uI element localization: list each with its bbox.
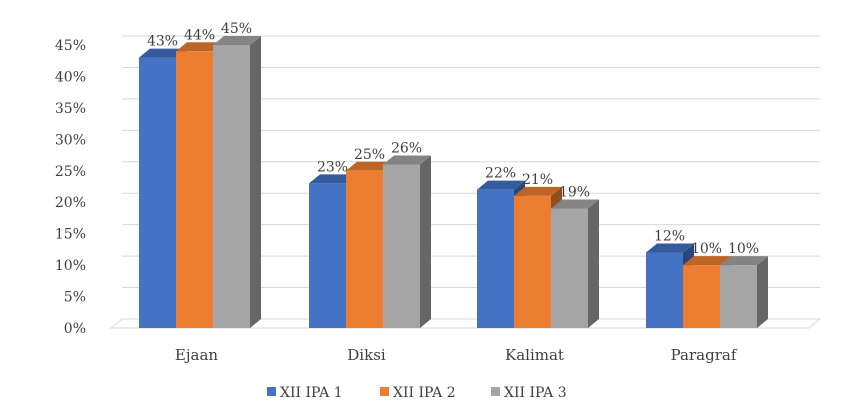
y-axis: 0% 5% 10% 15% 20% 25% 30% 35% 40% 45% bbox=[55, 38, 86, 337]
data-label: 10% bbox=[691, 241, 722, 257]
y-tick-label: 5% bbox=[64, 290, 86, 306]
legend-label: XII IPA 1 bbox=[280, 385, 343, 401]
y-tick-label: 45% bbox=[55, 38, 86, 54]
data-label: 43% bbox=[147, 34, 178, 50]
data-label: 10% bbox=[728, 241, 759, 257]
legend-label: XII IPA 2 bbox=[393, 385, 456, 401]
data-labels: 43% 44% 45% 23% 25% 26% 22% 21% 19% 12% 10% 10% bbox=[147, 21, 759, 257]
data-label: 12% bbox=[654, 229, 685, 245]
data-label: 44% bbox=[184, 27, 215, 43]
y-tick-label: 25% bbox=[55, 164, 86, 180]
y-tick-label: 40% bbox=[55, 69, 86, 85]
bars bbox=[139, 36, 768, 329]
legend-item: XII IPA 3 bbox=[491, 385, 567, 401]
data-label: 45% bbox=[221, 21, 252, 37]
y-tick-label: 10% bbox=[55, 258, 86, 274]
legend-swatch bbox=[491, 387, 500, 396]
x-category-label: Paragraf bbox=[671, 346, 738, 364]
x-category-label: Diksi bbox=[347, 346, 386, 364]
y-tick-label: 20% bbox=[55, 195, 86, 211]
bar bbox=[720, 256, 768, 328]
data-label: 25% bbox=[354, 147, 385, 163]
legend-item: XII IPA 2 bbox=[380, 385, 456, 401]
bar bbox=[383, 155, 431, 328]
data-label: 26% bbox=[391, 140, 422, 156]
bar bbox=[551, 199, 599, 328]
y-tick-label: 15% bbox=[55, 227, 86, 243]
y-tick-label: 35% bbox=[55, 101, 86, 117]
x-category-label: Ejaan bbox=[175, 346, 218, 364]
y-tick-label: 30% bbox=[55, 132, 86, 148]
x-category-label: Kalimat bbox=[505, 346, 564, 364]
x-axis: Ejaan Diksi Kalimat Paragraf bbox=[175, 346, 738, 364]
bar bbox=[213, 36, 261, 328]
data-label: 21% bbox=[522, 172, 553, 188]
y-tick-label: 0% bbox=[64, 321, 86, 337]
bar bbox=[514, 186, 562, 328]
legend-swatch bbox=[267, 387, 276, 396]
legend-swatch bbox=[380, 387, 389, 396]
data-label: 23% bbox=[317, 159, 348, 175]
legend-label: XII IPA 3 bbox=[504, 385, 567, 401]
legend: XII IPA 1 XII IPA 2 XII IPA 3 bbox=[267, 385, 567, 401]
data-label: 19% bbox=[559, 185, 590, 201]
data-label: 22% bbox=[485, 166, 516, 182]
legend-item: XII IPA 1 bbox=[267, 385, 343, 401]
